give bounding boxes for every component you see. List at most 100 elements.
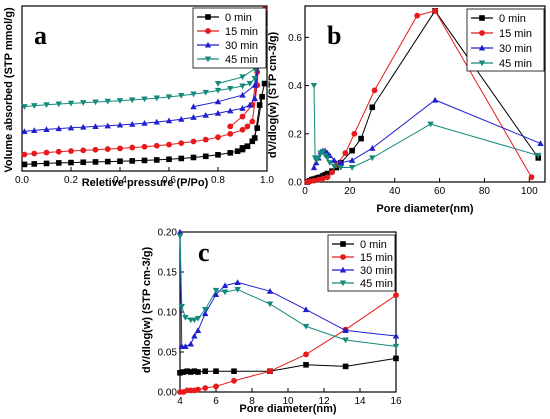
plot-frame-a [21,5,268,172]
data-point [141,96,148,103]
data-point [215,134,221,141]
data-point [329,169,335,176]
data-point [537,140,544,146]
x-tick-label: 20 [344,186,356,197]
data-point [191,332,198,339]
data-point [141,119,148,126]
data-point [202,153,209,160]
data-point [153,142,160,149]
data-point [180,369,187,375]
y-tick-label: 0.00 [158,388,178,399]
data-point [432,7,438,14]
data-point [190,114,197,120]
legend-marker [205,14,211,20]
y-tick-label: 0.10 [158,308,178,319]
data-point [195,369,201,375]
data-point [191,368,198,374]
x-tick-label: 100 [521,186,538,197]
data-point [178,140,185,147]
plot-frame-b [304,5,546,183]
data-point [153,95,160,102]
x-axis-title-c: Pore diameter(nm) [239,403,337,415]
series-0-min [177,355,399,376]
data-point [358,135,364,142]
data-point [319,149,327,156]
data-point [221,282,229,289]
data-point [67,100,75,107]
series-15-min [177,292,399,395]
x-tick-label: 0.2 [64,175,78,186]
data-point [330,163,338,170]
data-point [239,83,246,90]
data-point [227,85,234,92]
data-point [342,327,349,333]
data-point [117,158,123,165]
data-point [166,156,172,163]
data-point [43,149,50,156]
data-point [393,292,399,299]
data-point [116,98,124,104]
data-point [21,151,28,158]
data-point [176,233,184,240]
data-point [221,289,229,296]
data-point [310,83,318,89]
data-point [55,101,62,108]
data-point [349,147,355,154]
data-point [129,144,136,151]
data-point [177,370,183,376]
ticks-a: 0.0 0.2 0.4 0.6 0.8 1.0 [15,167,274,186]
data-point [337,164,345,171]
data-point [80,159,87,166]
data-point [324,155,331,162]
data-point [369,145,376,151]
data-point [68,148,74,154]
x-tick-label: 14 [354,396,366,407]
x-tick-label: 1.0 [260,175,274,186]
y-axis-title-c: dV/dlog(w) (STP cm-3/g) [141,247,153,374]
legend-label: 30 min [225,40,258,52]
data-point [244,123,251,130]
data-point [239,145,246,151]
data-point [239,105,246,111]
data-point [165,94,173,101]
data-point [528,174,535,181]
data-point [239,113,246,120]
data-point [141,157,148,164]
data-point [55,148,62,155]
legend-marker [340,241,346,247]
data-point [324,170,331,177]
data-point [234,148,241,154]
x-tick-label: 0.6 [162,175,176,186]
data-point [141,143,148,150]
data-point [369,155,376,162]
data-point [68,159,74,166]
data-point [227,130,234,137]
data-point [246,80,254,87]
data-point [31,127,38,133]
data-point [191,317,198,324]
series-30-min [310,96,544,171]
data-point [302,306,310,313]
data-point [21,161,28,168]
data-point [231,377,237,384]
data-point [194,327,202,333]
data-point [55,160,62,166]
data-point [315,155,322,162]
data-point [227,107,234,114]
data-point [239,74,246,81]
y-tick-label: 0.05 [158,348,178,359]
data-point [261,80,268,87]
data-point [31,103,38,109]
data-point [202,89,209,96]
x-tick-label: 0.0 [15,175,29,186]
ticks-b: 0 20 40 60 80 100 0.0 0.2 0.4 0.6 [288,33,538,197]
data-point [234,279,241,285]
y-axis-title-a: Volume absorbed (STP mmol/g) [3,7,15,173]
data-point [166,141,172,148]
data-point [256,102,263,108]
data-point [80,100,87,106]
data-point [254,125,260,131]
data-point [303,351,309,358]
data-point [213,383,219,390]
data-point [178,115,185,122]
